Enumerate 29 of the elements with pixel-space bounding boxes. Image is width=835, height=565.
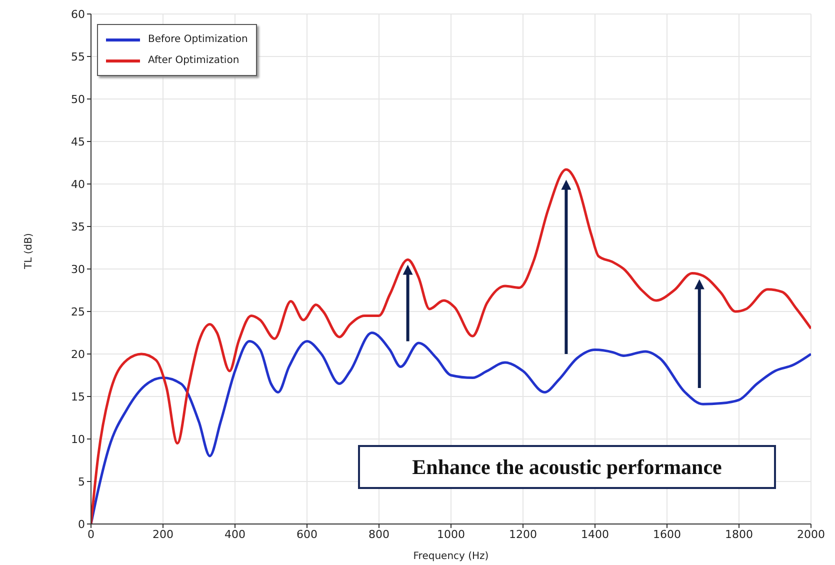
y-tick-label: 20 bbox=[71, 348, 85, 361]
y-tick-label: 45 bbox=[71, 135, 85, 148]
y-tick-label: 5 bbox=[78, 475, 85, 488]
x-tick-label: 1800 bbox=[725, 528, 753, 541]
y-tick-label: 55 bbox=[71, 50, 85, 64]
x-axis-title: Frequency (Hz) bbox=[413, 551, 489, 562]
x-tick-label: 200 bbox=[152, 528, 174, 541]
x-tick-label: 0 bbox=[88, 528, 94, 541]
x-tick-label: 1600 bbox=[653, 528, 681, 541]
y-tick-label: 40 bbox=[71, 178, 85, 191]
x-tick-label: 1400 bbox=[581, 528, 609, 541]
y-tick-label: 35 bbox=[71, 220, 85, 234]
x-tick-label: 800 bbox=[368, 528, 390, 541]
y-tick-label: 15 bbox=[71, 390, 85, 404]
x-tick-label: 2000 bbox=[797, 528, 825, 541]
y-tick-label: 60 bbox=[71, 8, 85, 21]
note-box: Enhance the acoustic performance bbox=[358, 445, 776, 489]
x-tick-label: 600 bbox=[296, 528, 318, 541]
y-tick-label: 30 bbox=[71, 262, 85, 276]
x-tick-label: 400 bbox=[224, 528, 246, 541]
y-axis-title: TL (dB) bbox=[24, 233, 35, 270]
legend-label: Before Optimization bbox=[148, 34, 248, 45]
legend-label: After Optimization bbox=[148, 55, 240, 66]
y-tick-label: 0 bbox=[78, 518, 85, 531]
x-tick-label: 1200 bbox=[509, 528, 537, 541]
y-tick-label: 10 bbox=[71, 432, 85, 446]
x-tick-label: 1000 bbox=[437, 528, 465, 541]
y-tick-label: 25 bbox=[71, 305, 85, 318]
y-tick-label: 50 bbox=[71, 92, 85, 106]
